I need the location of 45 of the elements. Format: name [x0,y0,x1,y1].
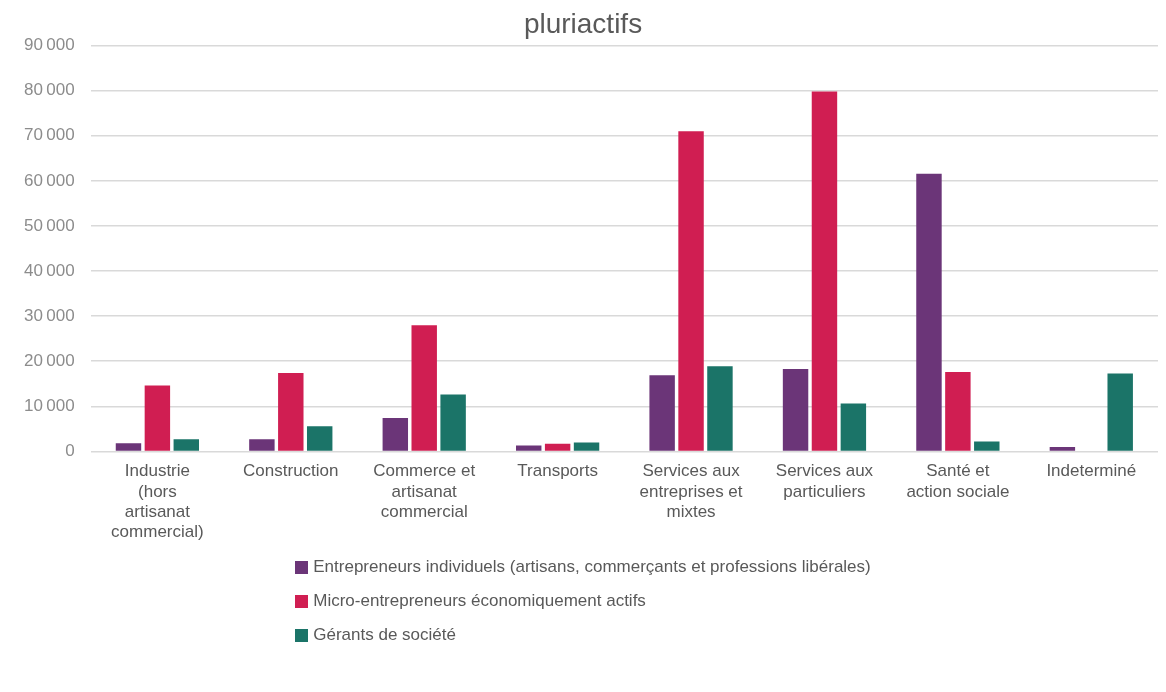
x-tick-label: Commerce et artisanat commercial [373,461,476,522]
bar [115,443,142,451]
x-tick-label: Indeterminé [1046,461,1137,481]
bar [249,439,275,451]
x-tick-label: Construction [243,461,339,481]
bar [811,91,838,451]
chart-title: pluriactifs [523,7,643,39]
bar [573,442,600,451]
x-tick-label: Santé et action sociale [906,461,1010,501]
legend-label: Micro-entrepreneurs économiquement actifs [313,591,646,611]
bar [678,131,704,451]
y-tick-label: 30 000 [23,305,75,325]
bar [916,173,942,451]
bar [440,394,466,451]
bar [516,445,542,451]
bar [1107,373,1133,451]
x-tick-label: Transports [517,461,598,481]
bar [840,403,867,451]
y-tick-label: 40 000 [23,260,75,280]
bar [306,426,333,451]
y-tick-label: 60 000 [23,170,75,190]
y-tick-label: 0 [65,441,75,461]
y-tick-label: 80 000 [23,80,75,100]
y-tick-label: 90 000 [23,35,75,55]
x-tick-label: Services aux entreprises et mixtes [639,461,743,522]
y-tick-label: 20 000 [23,350,75,370]
bar [945,372,971,451]
bar [974,441,1000,451]
bar [144,385,171,451]
bar [382,418,409,451]
bar [173,439,200,451]
bar [1049,446,1076,451]
legend-label: Gérants de société [313,625,456,645]
x-tick-label: Industrie (hors artisanat commercial) [111,461,204,542]
bar [278,372,304,451]
y-tick-label: 70 000 [23,125,75,145]
bar [707,366,733,451]
bar [649,375,675,451]
bar [544,443,571,451]
bar [782,368,809,451]
bar [411,325,437,451]
y-tick-label: 10 000 [23,396,75,415]
legend-label: Entrepreneurs individuels (artisans, commerçants et professions libérales) [313,557,871,577]
x-tick-label: Services aux particuliers [775,461,874,501]
y-tick-label: 50 000 [23,215,75,235]
